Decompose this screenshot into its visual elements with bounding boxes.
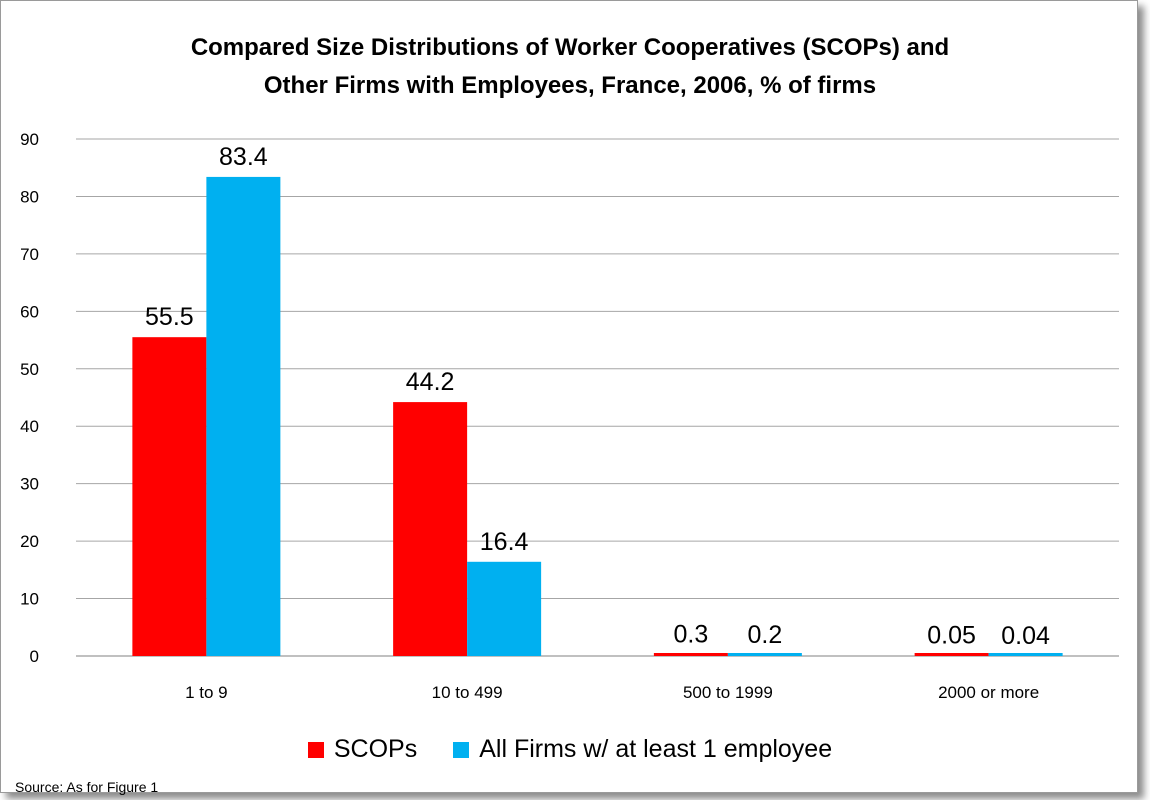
- data-label-scops-0: 55.5: [145, 303, 194, 331]
- y-tick-label-60: 60: [20, 302, 39, 321]
- y-tick-label-0: 0: [30, 647, 39, 666]
- data-label-all-firms-0: 83.4: [219, 143, 268, 171]
- x-tick-label-0: 1 to 9: [185, 683, 228, 702]
- x-tick-label-3: 2000 or more: [938, 683, 1039, 702]
- bar-all-firms-1: [467, 561, 542, 656]
- source-note: Source: As for Figure 1: [15, 779, 159, 795]
- y-tick-label-20: 20: [20, 532, 39, 551]
- bar-scops-0: [132, 337, 207, 656]
- chart-title-line-2: Other Firms with Employees, France, 2006…: [263, 72, 877, 99]
- bar-all-firms-0: [206, 176, 281, 656]
- chart-title: Compared Size Distributions of Worker Co…: [1, 29, 1139, 105]
- legend-label-scops: SCOPs: [333, 735, 418, 763]
- y-tick-label-70: 70: [20, 245, 39, 264]
- legend-item-scops: SCOPs: [307, 735, 418, 764]
- legend-item-all-firms: All Firms w/ at least 1 employee: [453, 735, 832, 764]
- y-tick-label-50: 50: [20, 360, 39, 379]
- legend-swatch-all-firms: [453, 741, 470, 758]
- bar-scops-1: [393, 402, 468, 656]
- data-label-all-firms-2: 0.2: [747, 621, 782, 649]
- data-label-scops-2: 0.3: [673, 620, 708, 648]
- y-tick-label-40: 40: [20, 417, 39, 436]
- bar-all-firms-3: [988, 653, 1063, 656]
- y-tick-label-30: 30: [20, 475, 39, 494]
- bar-scops-2: [653, 653, 728, 656]
- legend-swatch-scops: [307, 741, 324, 758]
- x-tick-label-2: 500 to 1999: [683, 683, 773, 702]
- y-tick-label-10: 10: [20, 590, 39, 609]
- data-label-all-firms-3: 0.04: [1001, 622, 1050, 650]
- legend-label-all-firms: All Firms w/ at least 1 employee: [479, 735, 833, 763]
- chart-title-line-1: Compared Size Distributions of Worker Co…: [190, 34, 950, 61]
- y-tick-label-90: 90: [20, 130, 39, 149]
- data-label-all-firms-1: 16.4: [480, 528, 529, 556]
- data-label-scops-3: 0.05: [927, 622, 976, 650]
- y-tick-label-80: 80: [20, 187, 39, 206]
- chart-legend: SCOPs All Firms w/ at least 1 employee: [1, 735, 1139, 764]
- bar-all-firms-2: [727, 653, 802, 656]
- bar-scops-3: [914, 653, 989, 656]
- x-tick-label-1: 10 to 499: [432, 683, 503, 702]
- data-label-scops-1: 44.2: [406, 368, 455, 396]
